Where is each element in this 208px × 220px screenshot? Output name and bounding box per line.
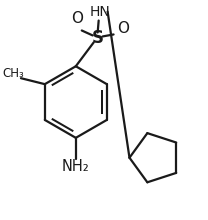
Text: CH₃: CH₃ [2,67,24,80]
Text: HN: HN [89,5,110,19]
Text: O: O [71,11,83,26]
Text: S: S [92,29,104,48]
Text: O: O [118,21,130,36]
Text: NH₂: NH₂ [62,159,90,174]
